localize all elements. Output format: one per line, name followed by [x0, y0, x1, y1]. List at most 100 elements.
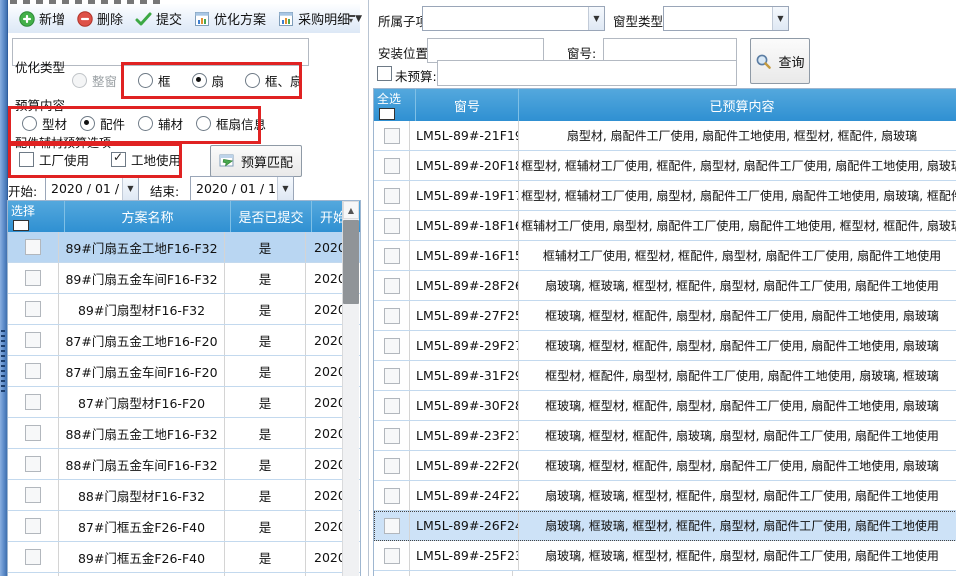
row-checkbox[interactable] [383, 157, 400, 174]
plan-row[interactable]: 88#门扇五金车间F16-F32 是 2020/0 [8, 449, 360, 480]
row-checkbox[interactable] [383, 217, 400, 234]
plan-row[interactable]: 88#门框五金F21-F40 是 2020/0 [8, 573, 360, 576]
budget-content-option[interactable]: 型材 [22, 114, 67, 133]
row-select-cell[interactable] [8, 573, 59, 576]
chevron-down-icon[interactable]: ▼ [355, 13, 362, 24]
window-no-header[interactable]: 窗号 [416, 89, 519, 121]
row-select-cell[interactable] [374, 211, 410, 240]
window-row[interactable]: LM5L-89#-23F21 框玻璃, 框型材, 框配件, 扇玻璃, 扇型材, … [374, 421, 956, 451]
row-select-cell[interactable] [374, 391, 410, 420]
row-checkbox[interactable] [383, 397, 400, 414]
row-checkbox[interactable] [25, 487, 41, 503]
window-row[interactable]: LM5L-89#-22F20 框玻璃, 框型材, 框配件, 扇型材, 扇配件工厂… [374, 451, 956, 481]
row-select-cell[interactable] [374, 121, 410, 150]
window-row[interactable]: LM5L-89#-26F24 扇玻璃, 框玻璃, 框型材, 框配件, 扇型材, … [374, 511, 956, 541]
row-select-cell[interactable] [8, 232, 59, 262]
row-checkbox[interactable] [383, 337, 400, 354]
window-row[interactable]: LM5L-89#-25F23 扇玻璃, 框玻璃, 框型材, 框配件, 扇型材, … [374, 541, 956, 571]
plan-row[interactable]: 87#门扇五金工地F16-F20 是 2020/0 [8, 325, 360, 356]
unbudgeted-checkbox[interactable] [377, 66, 392, 81]
row-checkbox[interactable] [383, 367, 400, 384]
chevron-down-icon[interactable]: ▼ [772, 7, 788, 30]
row-checkbox[interactable] [383, 127, 400, 144]
budget-content-option[interactable]: 辅材 [138, 114, 183, 133]
row-checkbox[interactable] [25, 425, 41, 441]
row-checkbox[interactable] [25, 394, 41, 410]
plan-row[interactable]: 89#门框五金F26-F40 是 2020/0 [8, 542, 360, 573]
row-checkbox[interactable] [383, 277, 400, 294]
plan-filter-input[interactable] [12, 38, 309, 66]
row-select-cell[interactable] [374, 181, 410, 210]
row-checkbox[interactable] [25, 270, 41, 286]
row-checkbox[interactable] [25, 456, 41, 472]
plan-row[interactable]: 88#门扇五金工地F16-F32 是 2020/0 [8, 418, 360, 449]
row-select-cell[interactable] [374, 241, 410, 270]
row-select-cell[interactable] [374, 541, 410, 570]
plan-row[interactable]: 87#门扇五金车间F16-F20 是 2020/0 [8, 356, 360, 387]
toolbar-overflow-button[interactable]: ▾ [347, 15, 355, 25]
select-all-checkbox[interactable] [379, 108, 395, 120]
select-all-checkbox[interactable] [13, 220, 29, 231]
window-row[interactable]: LM5L-89#-30F28 框玻璃, 框型材, 框配件, 扇型材, 扇配件工厂… [374, 391, 956, 421]
row-checkbox[interactable] [383, 247, 400, 264]
query-button[interactable]: 查询 [750, 38, 810, 84]
window-type-select[interactable]: ▼ [663, 6, 789, 31]
unbudgeted-input[interactable] [437, 60, 737, 86]
row-select-cell[interactable] [374, 271, 410, 300]
budgeted-content-header[interactable]: 已预算内容 [709, 99, 775, 115]
plan-row[interactable]: 88#门扇型材F16-F32 是 2020/0 [8, 480, 360, 511]
row-select-cell[interactable] [8, 387, 59, 417]
chevron-down-icon[interactable]: ▼ [277, 177, 293, 200]
row-checkbox[interactable] [25, 332, 41, 348]
row-checkbox[interactable] [383, 427, 400, 444]
row-select-cell[interactable] [374, 451, 410, 480]
chevron-down-icon[interactable]: ▼ [588, 7, 604, 30]
row-select-cell[interactable] [374, 331, 410, 360]
row-checkbox[interactable] [383, 517, 400, 534]
window-row[interactable]: LM5L-89#-24F22 扇玻璃, 框玻璃, 框型材, 框配件, 扇型材, … [374, 481, 956, 511]
row-checkbox[interactable] [25, 518, 41, 534]
optimize-type-option[interactable]: 框、扇 [245, 71, 303, 90]
plan-name-header[interactable]: 方案名称 [65, 201, 231, 232]
row-select-cell[interactable] [374, 301, 410, 330]
plan-table-scrollbar[interactable]: ▲ [342, 201, 359, 576]
budget-match-button[interactable]: 预算匹配 [210, 145, 302, 177]
toolbar-button-0[interactable]: 新增 [13, 5, 71, 32]
plan-row[interactable]: 87#门扇型材F16-F20 是 2020/0 [8, 387, 360, 418]
window-row[interactable]: LM5L-89#-19F17 框型材, 框辅材工厂使用, 扇型材, 扇配件工厂使… [374, 181, 956, 211]
splitter-grip[interactable] [1, 330, 5, 392]
row-checkbox[interactable] [383, 487, 400, 504]
optimize-type-option[interactable]: 扇 [191, 71, 224, 90]
plan-row[interactable]: 89#门扇型材F16-F32 是 2020/0 [8, 294, 360, 325]
usage-option[interactable]: 工厂使用 [19, 150, 89, 169]
row-select-cell[interactable] [8, 356, 59, 386]
row-select-cell[interactable] [8, 418, 59, 448]
budget-content-option[interactable]: 配件 [80, 114, 125, 133]
toolbar-button-1[interactable]: 删除 [71, 5, 129, 32]
row-checkbox[interactable] [25, 549, 41, 565]
chevron-down-icon[interactable]: ▼ [122, 177, 138, 200]
toolbar-button-3[interactable]: 优化方案 [188, 5, 272, 32]
window-row[interactable]: LM5L-89#-20F18 框型材, 框辅材工厂使用, 框配件, 扇型材, 扇… [374, 151, 956, 181]
row-checkbox[interactable] [383, 307, 400, 324]
row-select-cell[interactable] [8, 294, 59, 324]
plan-start-header[interactable]: 开始 [312, 201, 360, 232]
scrollbar-thumb[interactable] [343, 220, 359, 304]
window-row[interactable]: LM5L-89#-28F26 扇玻璃, 框玻璃, 框型材, 框配件, 扇型材, … [374, 271, 956, 301]
row-select-cell[interactable] [374, 151, 410, 180]
end-date-picker[interactable]: 2020 / 01 / 13 ▼ [190, 176, 294, 201]
plan-submitted-header[interactable]: 是否已提交 [231, 201, 312, 232]
plan-row[interactable]: 87#门框五金F26-F40 是 2020/0 [8, 511, 360, 542]
row-select-cell[interactable] [8, 325, 59, 355]
row-select-cell[interactable] [8, 542, 59, 572]
plan-row[interactable]: 89#门扇五金车间F16-F32 是 2020/0 [8, 263, 360, 294]
row-select-cell[interactable] [374, 511, 410, 540]
window-row[interactable]: LM5L-89#-16F15 框辅材工厂使用, 框型材, 框配件, 扇型材, 扇… [374, 241, 956, 271]
scroll-up-icon[interactable]: ▲ [343, 201, 359, 219]
row-checkbox[interactable] [383, 457, 400, 474]
row-select-cell[interactable] [8, 480, 59, 510]
optimize-type-option[interactable]: 框 [138, 71, 171, 90]
row-select-cell[interactable] [8, 511, 59, 541]
row-select-cell[interactable] [8, 449, 59, 479]
window-row[interactable]: LM5L-89#-18F16 框辅材工厂使用, 扇型材, 扇配件工厂使用, 扇配… [374, 211, 956, 241]
